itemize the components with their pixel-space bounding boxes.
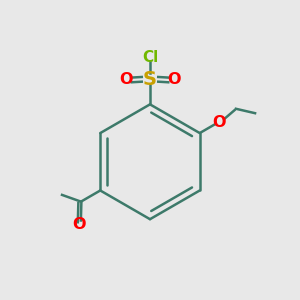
Text: O: O xyxy=(119,72,133,87)
Text: O: O xyxy=(167,72,181,87)
Text: Cl: Cl xyxy=(142,50,158,65)
Text: S: S xyxy=(143,70,157,89)
Text: O: O xyxy=(212,115,226,130)
Text: O: O xyxy=(73,217,86,232)
